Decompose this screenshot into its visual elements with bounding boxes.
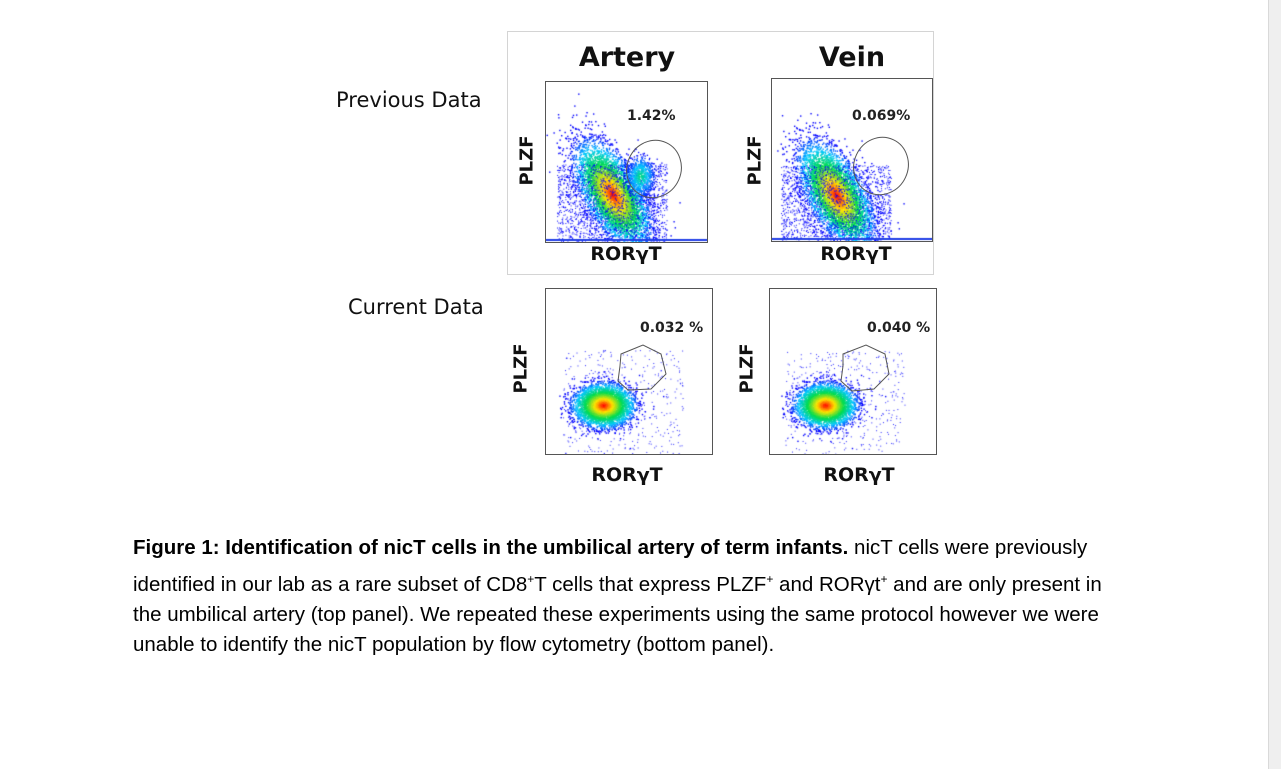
x-axis-label-previous-artery: RORγT <box>590 243 662 265</box>
y-axis-label-previous-vein: PLZF <box>744 135 766 186</box>
caption-title: Figure 1: Identification of nicT cells i… <box>133 536 849 559</box>
caption-sup-1: + <box>527 571 535 586</box>
density-dots <box>770 289 936 454</box>
gate-shape <box>853 136 909 196</box>
caption-text-4: and are only present in the umbilical ar… <box>133 572 1102 657</box>
flow-plot-previous-vein <box>771 78 933 242</box>
density-dots <box>546 82 707 242</box>
caption-text-3: and RORγt <box>773 572 881 596</box>
flow-plot-previous-artery <box>545 81 708 243</box>
gate-percent-current-artery: 0.032 % <box>640 320 704 336</box>
previous-data-frame <box>507 31 934 275</box>
caption-text-1: nicT cells were previously identified in… <box>133 536 1088 596</box>
row-label-current: Current Data <box>348 295 484 319</box>
y-axis-label-previous-artery: PLZF <box>516 135 538 186</box>
column-title-artery: Artery <box>578 42 676 73</box>
gate-shape <box>840 344 890 392</box>
x-axis-label-previous-vein: RORγT <box>820 243 892 265</box>
scrollbar[interactable] <box>1268 0 1281 769</box>
column-title-vein: Vein <box>818 42 886 73</box>
y-axis-label-current-artery: PLZF <box>510 343 532 394</box>
row-label-previous: Previous Data <box>336 88 482 112</box>
figure-caption: Figure 1: Identification of nicT cells i… <box>133 533 1133 661</box>
flow-plot-current-vein <box>769 288 937 455</box>
caption-text-2: T cells that express PLZF <box>534 572 767 596</box>
density-dots <box>772 79 932 241</box>
flow-plot-current-artery <box>545 288 713 455</box>
gate-shape <box>617 344 667 391</box>
caption-sup-2: + <box>766 571 774 586</box>
x-axis-label-current-vein: RORγT <box>823 464 895 486</box>
density-dots <box>546 289 712 454</box>
y-axis-label-current-vein: PLZF <box>736 343 758 394</box>
caption-sup-3: + <box>880 571 888 586</box>
x-axis-label-current-artery: RORγT <box>591 464 663 486</box>
gate-percent-previous-vein: 0.069% <box>852 108 911 124</box>
gate-percent-previous-artery: 1.42% <box>627 108 676 124</box>
gate-shape <box>626 139 682 199</box>
gate-percent-current-vein: 0.040 % <box>867 320 931 336</box>
